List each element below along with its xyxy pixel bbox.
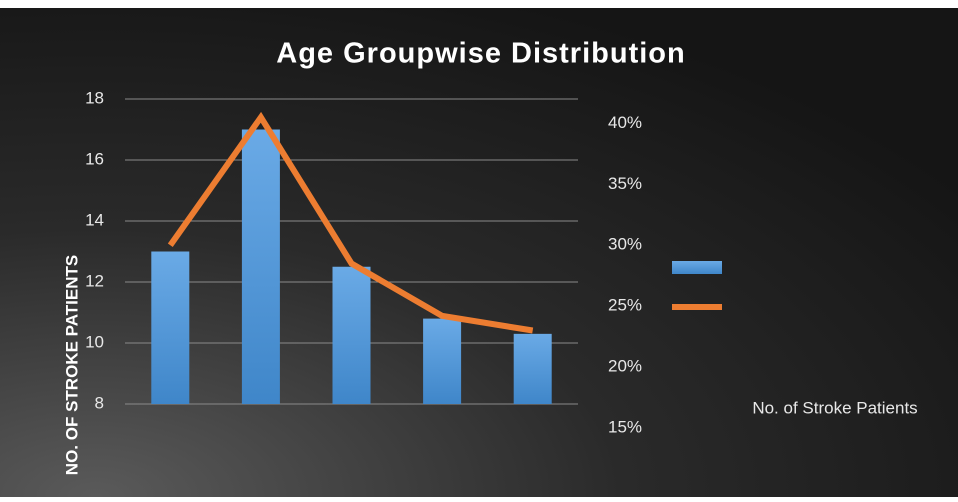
y-axis-title: NO. OF STROKE PATIENTS xyxy=(62,255,81,475)
bar xyxy=(513,333,552,404)
y-tick-label: 10 xyxy=(85,332,104,351)
chart-title: Age Groupwise Distribution xyxy=(276,38,685,70)
y2-tick-label: 15% xyxy=(608,417,642,436)
y-tick-label: 12 xyxy=(85,271,104,290)
y-tick-label: 14 xyxy=(85,210,104,229)
bar xyxy=(332,266,371,404)
bar xyxy=(151,251,190,404)
y-tick-label: 18 xyxy=(85,88,104,107)
y-tick-label: 16 xyxy=(85,149,104,168)
y2-axis-title: No. of Stroke Patients xyxy=(752,398,917,417)
y-tick-label: 8 xyxy=(95,393,104,412)
bar xyxy=(241,129,280,404)
bar xyxy=(423,318,462,404)
y2-tick-label: 20% xyxy=(608,357,642,376)
y2-tick-label: 25% xyxy=(608,296,642,315)
line-series xyxy=(167,111,534,334)
chart-bg xyxy=(0,8,958,497)
y2-tick-label: 40% xyxy=(608,113,642,132)
y2-tick-label: 30% xyxy=(608,235,642,254)
y2-tick-label: 35% xyxy=(608,174,642,193)
legend-swatch xyxy=(672,261,722,274)
